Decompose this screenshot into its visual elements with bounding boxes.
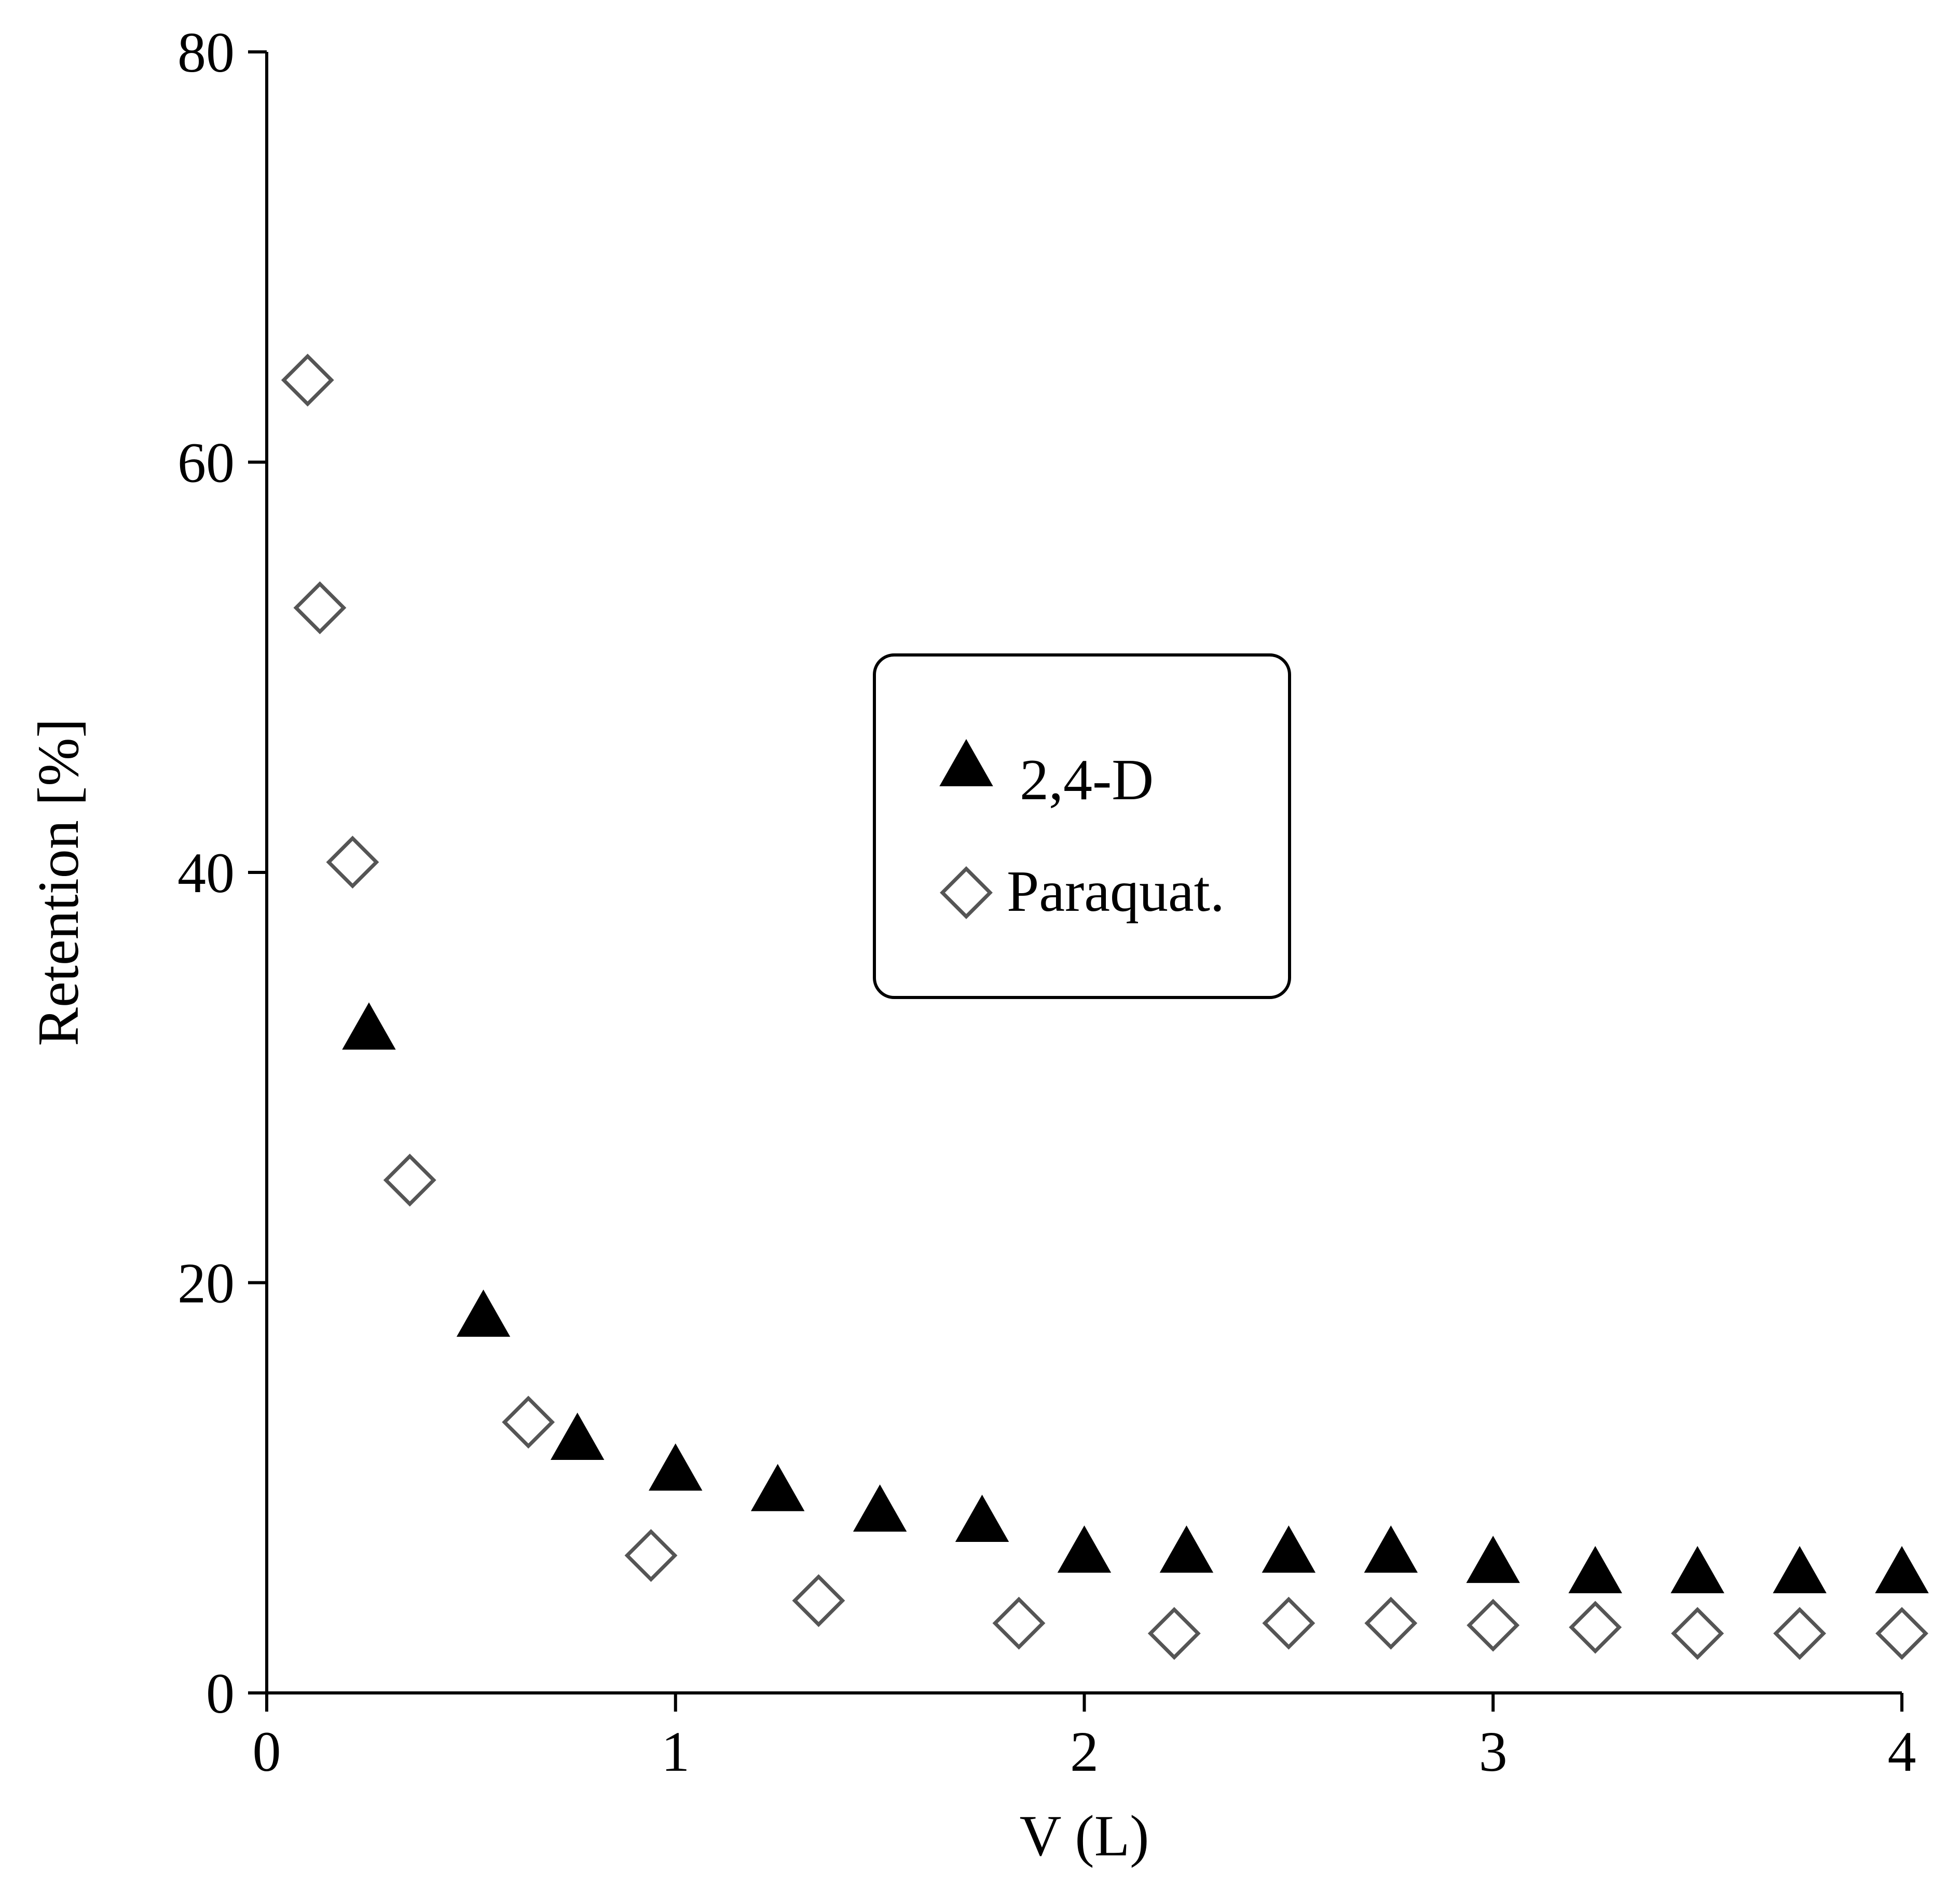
point-paraquat [992, 1596, 1046, 1650]
legend-marker-paraquat [940, 866, 993, 919]
point-24d [550, 1412, 605, 1460]
x-axis-title: V (L) [1020, 1804, 1149, 1868]
point-24d [1262, 1525, 1316, 1573]
point-24d [1773, 1546, 1827, 1593]
x-tick-label: 3 [1479, 1720, 1507, 1783]
point-paraquat [792, 1574, 845, 1628]
point-paraquat [1466, 1598, 1520, 1652]
point-paraquat [1364, 1596, 1418, 1650]
legend-label-24d: 2,4-D [1020, 748, 1154, 812]
point-24d [1159, 1525, 1214, 1573]
x-tick-label: 2 [1070, 1720, 1099, 1783]
x-tick-label: 0 [253, 1720, 281, 1783]
y-tick-label: 60 [177, 431, 235, 495]
point-24d [1364, 1525, 1418, 1573]
point-24d [1466, 1536, 1520, 1583]
point-paraquat [281, 353, 334, 407]
point-24d [750, 1464, 805, 1511]
point-paraquat [1569, 1601, 1622, 1654]
point-paraquat [1875, 1607, 1928, 1660]
y-tick-label: 0 [206, 1662, 235, 1725]
point-paraquat [502, 1396, 555, 1449]
point-paraquat [1671, 1607, 1724, 1660]
legend: 2,4-D Paraquat. [873, 653, 1291, 999]
x-tick-label: 1 [661, 1720, 690, 1783]
point-paraquat [1147, 1607, 1201, 1660]
point-24d [955, 1495, 1009, 1542]
legend-label-paraquat: Paraquat. [1007, 859, 1225, 924]
y-tick-label: 20 [177, 1252, 235, 1315]
point-24d [649, 1443, 703, 1491]
point-24d [456, 1289, 511, 1337]
point-paraquat [1773, 1607, 1827, 1660]
point-24d [342, 1002, 396, 1050]
point-24d [1875, 1546, 1929, 1593]
point-24d [1057, 1525, 1112, 1573]
axes: 0 20 40 60 80 0 1 2 3 4 V (L) Retention [%] [26, 21, 1916, 1868]
point-24d [1568, 1546, 1622, 1593]
point-24d [1670, 1546, 1724, 1593]
y-axis-title: Retention [%] [26, 718, 91, 1046]
legend-marker-24d [939, 739, 993, 786]
point-24d [853, 1484, 907, 1532]
y-tick-label: 40 [177, 841, 235, 905]
x-tick-label: 4 [1888, 1720, 1916, 1783]
point-paraquat [293, 581, 347, 635]
point-paraquat [326, 836, 379, 889]
y-tick-label: 80 [177, 21, 235, 84]
point-paraquat [1262, 1596, 1315, 1650]
point-paraquat [624, 1529, 678, 1582]
point-paraquat [383, 1153, 436, 1207]
legend-box [873, 653, 1291, 999]
data-marks [281, 353, 1929, 1660]
